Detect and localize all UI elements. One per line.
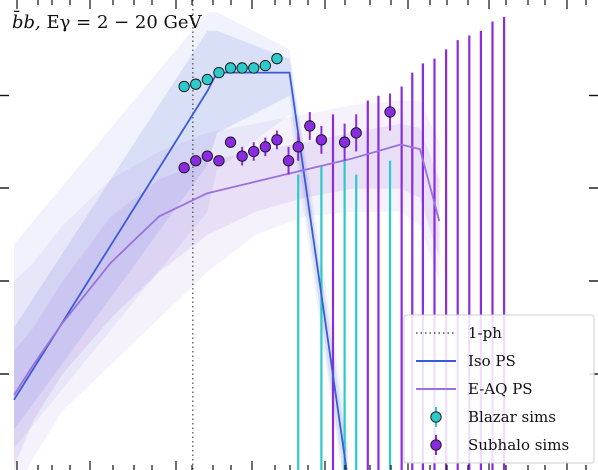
blazar-sims-point-8 <box>271 53 283 65</box>
subhalo-sims-point-6 <box>248 145 260 158</box>
subhalo-sims-point-8 <box>271 134 283 146</box>
legend-label-iso-ps: Iso PS <box>468 352 516 370</box>
subhalo-sims-point-9 <box>282 155 295 167</box>
blazar-sims-point-6 <box>248 62 260 74</box>
title-energy-range: Eγ = 2 − 20 GeV <box>46 12 202 33</box>
blazar-sims-point-7 <box>259 59 271 72</box>
subhalo-sims-point-0 <box>178 162 190 174</box>
blazar-sims-point-3 <box>213 66 225 79</box>
blazar-sims-point-4 <box>224 62 237 74</box>
subhalo-sims-point-3 <box>213 155 225 167</box>
band-e-aq-ps-0 <box>14 123 440 467</box>
legend-label-blazar-sims: Blazar sims <box>468 408 556 426</box>
subhalo-sims-point-1 <box>190 155 202 167</box>
legend-label-1-ph: 1-ph <box>468 324 502 342</box>
blazar-sims-point-0 <box>178 80 190 93</box>
subhalo-sims-point-12 <box>315 134 328 146</box>
blazar-sims-point-2 <box>201 73 213 86</box>
legend-swatch-blazar-sims <box>430 411 442 423</box>
subhalo-sims-point-13 <box>338 136 351 148</box>
subhalo-sims-point-15 <box>384 106 396 118</box>
chart-title: b̄b, Eγ = 2 − 20 GeV <box>12 12 202 33</box>
legend-swatch-subhalo-sims <box>430 439 442 451</box>
uncertainty-bands <box>14 12 440 470</box>
subhalo-sims-point-4 <box>224 136 237 148</box>
title-channel: b̄b, <box>12 12 41 33</box>
data-points <box>178 53 396 175</box>
subhalo-sims-point-5 <box>236 150 248 162</box>
band-iso-ps-0 <box>14 30 348 470</box>
legend-box <box>403 314 595 464</box>
subhalo-sims-point-10 <box>292 141 304 153</box>
subhalo-sims-point-14 <box>350 127 362 139</box>
blazar-sims-point-5 <box>236 62 248 74</box>
legend: 1-ph Iso PS E-AQ PS Blazar sims Subhalo sims <box>403 314 595 464</box>
band-iso-ps-1 <box>14 12 348 470</box>
subhalo-sims-point-11 <box>304 120 316 132</box>
subhalo-sims-point-2 <box>201 150 213 162</box>
band-e-aq-ps-1 <box>14 100 440 470</box>
blazar-sims-point-1 <box>190 78 202 90</box>
subhalo-sims-point-7 <box>259 141 271 153</box>
legend-label-subhalo-sims: Subhalo sims <box>468 436 569 454</box>
line-e-aq-ps <box>13 143 441 396</box>
legend-label-e-aq-ps: E-AQ PS <box>468 380 533 398</box>
